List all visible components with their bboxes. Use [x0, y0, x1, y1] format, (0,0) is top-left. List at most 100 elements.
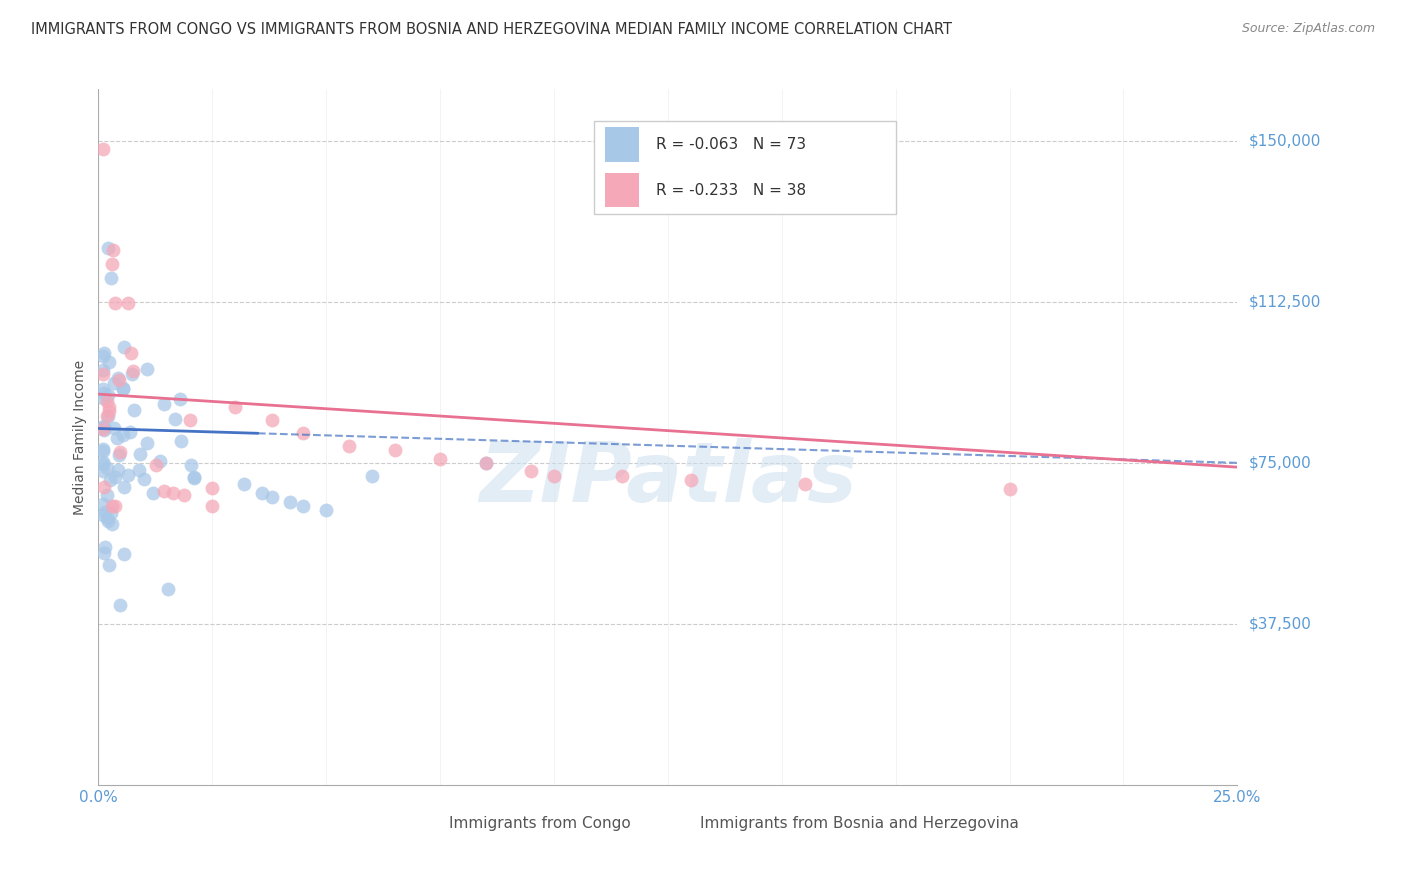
Point [91, 421, 114, 435]
Point [96, 393, 118, 408]
Point [112, 382, 135, 396]
Point [474, 456, 496, 470]
Point [384, 442, 406, 457]
Point [292, 499, 315, 513]
Point [793, 477, 815, 491]
Text: R = -0.233   N = 38: R = -0.233 N = 38 [657, 183, 807, 198]
Point [104, 499, 127, 513]
FancyBboxPatch shape [662, 809, 690, 837]
Point [124, 403, 146, 417]
Point [224, 400, 246, 414]
Point [107, 463, 129, 477]
Point [91, 442, 114, 456]
Point [132, 472, 155, 486]
Point [91, 455, 114, 469]
Point [121, 368, 143, 382]
Point [183, 471, 205, 485]
Point [117, 296, 139, 310]
Point [98, 558, 121, 572]
Point [260, 490, 283, 504]
Point [201, 481, 224, 495]
FancyBboxPatch shape [605, 128, 640, 162]
Point [315, 503, 337, 517]
Point [135, 436, 157, 450]
Point [157, 582, 180, 596]
Point [93, 385, 115, 400]
Text: $150,000: $150,000 [1249, 133, 1322, 148]
Point [91, 382, 114, 396]
Point [252, 486, 274, 500]
Point [94, 505, 117, 519]
Point [120, 346, 142, 360]
Point [91, 391, 114, 405]
Point [112, 480, 135, 494]
Point [128, 463, 150, 477]
Point [93, 346, 115, 360]
Point [153, 397, 176, 411]
Point [100, 506, 122, 520]
Point [96, 460, 118, 475]
FancyBboxPatch shape [593, 120, 896, 214]
Text: IMMIGRANTS FROM CONGO VS IMMIGRANTS FROM BOSNIA AND HERZEGOVINA MEDIAN FAMILY IN: IMMIGRANTS FROM CONGO VS IMMIGRANTS FROM… [31, 22, 952, 37]
Point [97, 403, 120, 417]
Point [93, 419, 115, 434]
Point [679, 473, 702, 487]
Point [91, 444, 114, 458]
Point [101, 244, 124, 258]
Point [96, 488, 118, 502]
Point [145, 458, 167, 473]
Point [108, 445, 131, 459]
Point [107, 371, 129, 385]
Point [93, 546, 115, 560]
Point [998, 482, 1021, 496]
Point [97, 241, 120, 255]
Point [136, 362, 159, 376]
Point [97, 388, 120, 402]
Point [233, 477, 256, 491]
Text: Immigrants from Bosnia and Herzegovina: Immigrants from Bosnia and Herzegovina [700, 815, 1018, 830]
Point [337, 439, 360, 453]
Point [111, 381, 134, 395]
Point [105, 431, 128, 445]
Point [101, 516, 124, 531]
Point [180, 458, 202, 472]
Point [93, 480, 115, 494]
Point [104, 470, 127, 484]
Y-axis label: Median Family Income: Median Family Income [73, 359, 87, 515]
Point [91, 367, 114, 381]
Point [100, 473, 122, 487]
Point [103, 421, 125, 435]
Point [520, 465, 543, 479]
Point [165, 412, 187, 426]
Text: Source: ZipAtlas.com: Source: ZipAtlas.com [1241, 22, 1375, 36]
Point [91, 419, 114, 434]
Point [162, 486, 184, 500]
Point [179, 413, 201, 427]
Point [91, 508, 114, 522]
Point [100, 271, 122, 285]
Point [96, 409, 118, 423]
Point [101, 499, 124, 513]
Point [543, 468, 565, 483]
Point [121, 364, 143, 378]
Point [183, 470, 205, 484]
Point [97, 409, 120, 423]
Point [93, 541, 115, 555]
Point [91, 142, 114, 156]
Point [103, 376, 125, 390]
Point [91, 363, 114, 377]
Point [112, 340, 135, 354]
Point [118, 425, 141, 440]
Point [91, 497, 114, 511]
Point [152, 484, 174, 499]
Point [474, 456, 496, 470]
Point [360, 468, 382, 483]
Point [292, 425, 315, 440]
Point [149, 454, 172, 468]
Point [96, 511, 118, 525]
Point [117, 468, 139, 483]
Point [108, 598, 131, 612]
Point [93, 423, 115, 437]
Text: ZIPatlas: ZIPatlas [479, 438, 856, 519]
Point [169, 392, 191, 406]
